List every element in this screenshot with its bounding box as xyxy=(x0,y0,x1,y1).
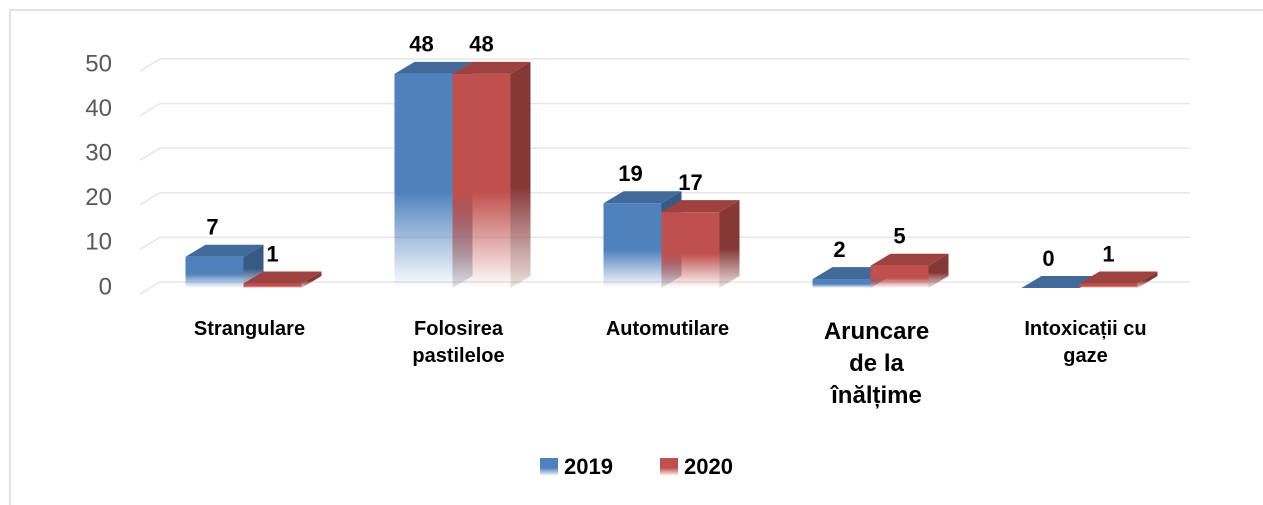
legend-swatch xyxy=(660,458,678,476)
bar xyxy=(185,244,264,288)
bar-top xyxy=(243,271,322,284)
bar-front xyxy=(394,73,453,288)
y-tick-label: 30 xyxy=(85,140,112,167)
bar-side xyxy=(510,61,531,288)
bar-front xyxy=(243,283,302,288)
bar-front xyxy=(812,279,871,288)
bar-front xyxy=(603,203,662,288)
bar xyxy=(1079,271,1158,288)
bar-side xyxy=(719,200,740,288)
bar-top xyxy=(394,61,473,74)
bar-front xyxy=(185,256,244,288)
bar-top xyxy=(452,61,531,74)
y-tick-label: 0 xyxy=(99,273,112,300)
bar xyxy=(243,271,322,288)
value-label: 2 xyxy=(833,237,845,262)
x-tick-label: Intoxicații cu gaze xyxy=(1024,318,1147,367)
y-tick-label: 40 xyxy=(85,95,112,122)
value-label: 5 xyxy=(893,224,905,249)
x-tick-label: Folosirea pastileloe xyxy=(412,318,505,367)
x-tick-label: Automutilare xyxy=(605,318,730,340)
grid-line xyxy=(139,147,161,161)
bar-top xyxy=(603,191,682,204)
legend-label: 2020 xyxy=(684,454,733,479)
value-label: 48 xyxy=(409,32,433,57)
bar-top xyxy=(870,253,949,266)
grid-line xyxy=(139,58,161,72)
y-tick-label: 50 xyxy=(85,50,112,77)
bar xyxy=(661,200,740,288)
grid-line xyxy=(139,236,161,251)
legend-label: 2019 xyxy=(564,454,613,479)
value-label: 1 xyxy=(1102,241,1114,266)
value-label: 19 xyxy=(618,161,642,186)
x-tick-label: Aruncare de la înălțime xyxy=(823,318,930,409)
value-label: 1 xyxy=(266,241,278,266)
grid-line xyxy=(139,192,161,206)
bar-side xyxy=(301,271,322,288)
bar-top xyxy=(185,244,264,257)
legend-swatch xyxy=(540,458,558,476)
bar-front xyxy=(1079,283,1138,288)
bar xyxy=(870,253,949,288)
border xyxy=(9,9,1263,505)
x-tick-label: Strangulare xyxy=(193,318,306,340)
value-label: 0 xyxy=(1042,246,1054,271)
bar-side xyxy=(928,253,949,288)
y-tick-label: 10 xyxy=(85,229,112,256)
bar-front xyxy=(661,212,720,288)
value-label: 48 xyxy=(469,32,493,57)
y-tick-label: 20 xyxy=(85,184,112,211)
value-label: 17 xyxy=(678,170,702,195)
bar-front xyxy=(452,73,511,288)
bar-side xyxy=(1137,271,1158,288)
bar-top xyxy=(1079,271,1158,284)
bar-top xyxy=(661,200,740,213)
grid-line xyxy=(139,281,161,295)
bar xyxy=(452,61,531,288)
value-label: 7 xyxy=(206,215,218,240)
bar-front xyxy=(870,265,929,288)
grid-line xyxy=(139,102,161,117)
